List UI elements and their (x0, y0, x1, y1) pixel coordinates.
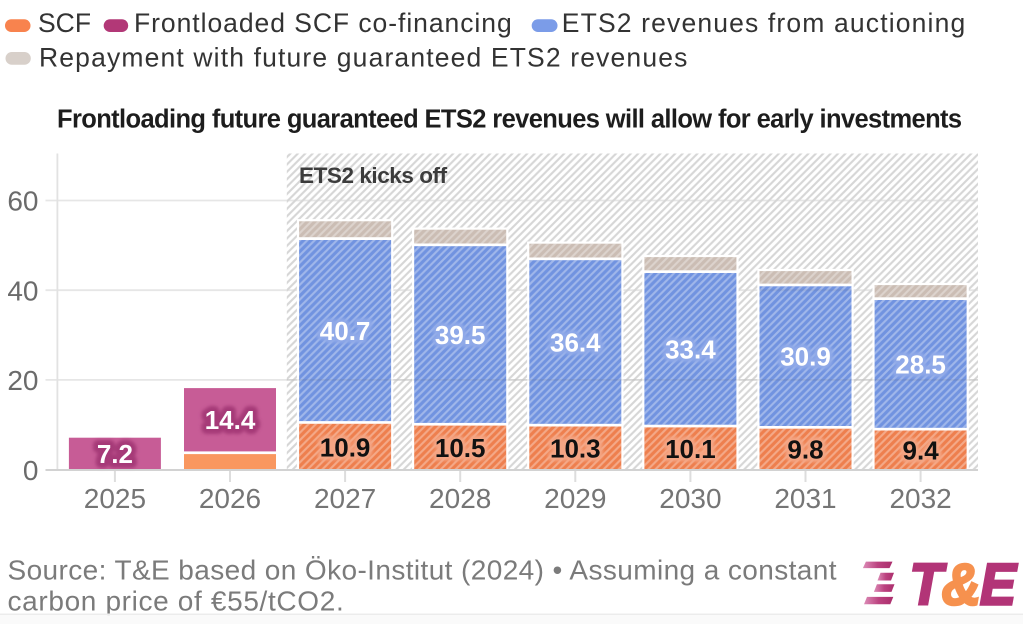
svg-text:10.5: 10.5 (435, 433, 486, 463)
svg-text:Frontloaded SCF co-financing: Frontloaded SCF co-financing (134, 8, 513, 38)
svg-text:9.4: 9.4 (903, 436, 940, 466)
svg-text:20: 20 (7, 365, 38, 396)
svg-text:10.1: 10.1 (665, 434, 716, 464)
svg-text:2032: 2032 (889, 483, 951, 514)
svg-text:30.9: 30.9 (780, 342, 831, 372)
svg-text:9.4: 9.4 (903, 436, 940, 466)
svg-text:2029: 2029 (544, 483, 606, 514)
svg-text:7.2: 7.2 (97, 439, 133, 469)
svg-text:2025: 2025 (84, 483, 146, 514)
svg-text:36.4: 36.4 (550, 327, 601, 357)
svg-text:14.4: 14.4 (205, 405, 256, 435)
svg-text:10.5: 10.5 (435, 433, 486, 463)
svg-text:9.8: 9.8 (787, 435, 823, 465)
svg-text:39.5: 39.5 (435, 320, 486, 350)
svg-text:36.4: 36.4 (550, 327, 601, 357)
svg-text:10.1: 10.1 (665, 434, 716, 464)
svg-text:14.4: 14.4 (205, 405, 256, 435)
svg-text:2028: 2028 (429, 483, 491, 514)
svg-text:2027: 2027 (314, 483, 376, 514)
svg-text:10.3: 10.3 (550, 434, 601, 464)
svg-text:28.5: 28.5 (895, 349, 946, 379)
svg-text:10.9: 10.9 (320, 432, 371, 462)
svg-text:2030: 2030 (659, 483, 721, 514)
svg-text:Repayment with future guarante: Repayment with future guaranteed ETS2 re… (39, 42, 689, 72)
svg-text:40.7: 40.7 (320, 316, 371, 346)
svg-text:2026: 2026 (199, 483, 261, 514)
svg-text:28.5: 28.5 (895, 349, 946, 379)
svg-text:39.5: 39.5 (435, 320, 486, 350)
svg-text:60: 60 (7, 186, 38, 217)
svg-text:14.4: 14.4 (205, 405, 256, 435)
svg-text:40: 40 (7, 275, 38, 306)
svg-text:Frontloading future guaranteed: Frontloading future guaranteed ETS2 reve… (57, 105, 962, 133)
svg-text:SCF: SCF (38, 8, 91, 38)
svg-text:7.2: 7.2 (97, 439, 133, 469)
svg-text:T&E: T&E (910, 552, 1018, 617)
svg-text:0: 0 (23, 455, 39, 486)
svg-text:Source: T&E based on Öko-Insti: Source: T&E based on Öko-Institut (2024)… (8, 554, 837, 585)
svg-text:30.9: 30.9 (780, 342, 831, 372)
svg-text:carbon price of €55/tCO2.: carbon price of €55/tCO2. (8, 586, 345, 617)
svg-text:40.7: 40.7 (320, 316, 371, 346)
svg-text:9.8: 9.8 (787, 435, 823, 465)
svg-text:7.2: 7.2 (97, 439, 133, 469)
svg-text:2031: 2031 (774, 483, 836, 514)
svg-text:10.9: 10.9 (320, 432, 371, 462)
svg-text:33.4: 33.4 (665, 334, 716, 364)
svg-text:10.3: 10.3 (550, 434, 601, 464)
svg-text:ETS2 kicks off: ETS2 kicks off (299, 163, 448, 188)
svg-text:ETS2 revenues from auctioning: ETS2 revenues from auctioning (562, 8, 967, 38)
svg-text:33.4: 33.4 (665, 334, 716, 364)
